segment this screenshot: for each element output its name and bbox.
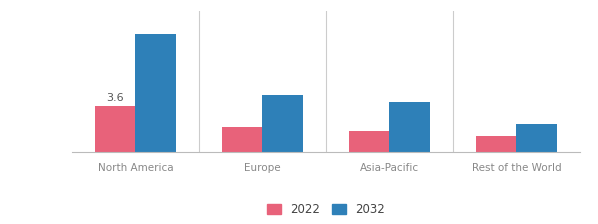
Bar (136, 34, 176, 152)
Legend: 2022, 2032: 2022, 2032 (263, 200, 389, 220)
Bar (95, 106, 136, 152)
Bar (222, 127, 263, 152)
Bar (349, 131, 389, 152)
Text: 3.6: 3.6 (106, 93, 124, 103)
Bar (475, 136, 516, 152)
Bar (389, 102, 430, 152)
Bar (516, 124, 557, 152)
Bar (263, 95, 303, 152)
